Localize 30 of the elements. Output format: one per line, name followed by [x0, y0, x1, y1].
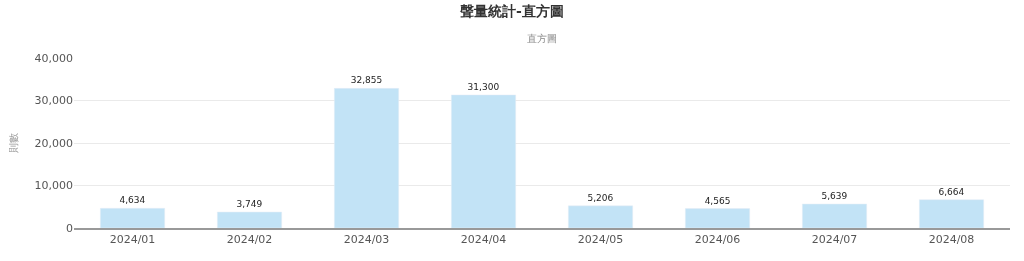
y-tick-label: 10,000 [34, 179, 73, 193]
y-tick-label: 0 [66, 221, 73, 235]
data-label: 3,749 [236, 199, 263, 210]
y-tick-label: 40,000 [34, 51, 73, 65]
chart-subtitle: 直方圖 [527, 33, 557, 44]
data-label: 6,664 [938, 186, 965, 197]
x-tick-label: 2024/05 [577, 233, 624, 247]
x-tick-label: 2024/04 [460, 233, 507, 247]
y-tick-label: 20,000 [34, 136, 73, 150]
x-tick-label: 2024/01 [109, 233, 156, 247]
x-tick-label: 2024/07 [811, 233, 858, 247]
chart-title: 聲量統計-直方圖 [459, 3, 564, 20]
x-tick-label: 2024/03 [343, 233, 390, 247]
data-label: 5,639 [821, 191, 848, 202]
bar [568, 205, 633, 228]
x-tick-label: 2024/06 [694, 233, 741, 247]
data-label: 31,300 [467, 81, 500, 92]
data-label: 4,565 [704, 195, 731, 206]
bar [100, 208, 165, 228]
data-label: 32,855 [350, 75, 383, 86]
y-tick-label: 30,000 [34, 94, 73, 108]
data-label: 5,206 [587, 192, 614, 203]
bar [802, 203, 867, 228]
bar [919, 199, 984, 228]
bar [685, 208, 750, 228]
data-label: 4,634 [119, 195, 146, 206]
x-tick-label: 2024/02 [226, 233, 273, 247]
bar [217, 211, 282, 228]
x-tick-label: 2024/08 [928, 233, 975, 247]
y-axis-title: 則數 [7, 133, 19, 153]
